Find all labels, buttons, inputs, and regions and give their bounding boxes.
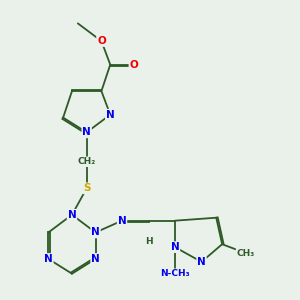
Text: O: O	[129, 60, 138, 70]
Text: N: N	[68, 210, 76, 220]
Text: N: N	[91, 254, 100, 264]
Text: N: N	[171, 242, 179, 252]
Text: N-CH₃: N-CH₃	[160, 269, 190, 278]
Text: N: N	[118, 216, 126, 226]
Text: N: N	[197, 257, 206, 267]
Text: N: N	[106, 110, 115, 120]
Text: H: H	[145, 237, 152, 246]
Text: CH₃: CH₃	[237, 249, 255, 258]
Text: O: O	[97, 36, 106, 46]
Text: N: N	[44, 254, 53, 264]
Text: N: N	[82, 127, 91, 137]
Text: S: S	[83, 183, 90, 193]
Text: N: N	[91, 227, 100, 237]
Text: CH₂: CH₂	[78, 157, 96, 166]
